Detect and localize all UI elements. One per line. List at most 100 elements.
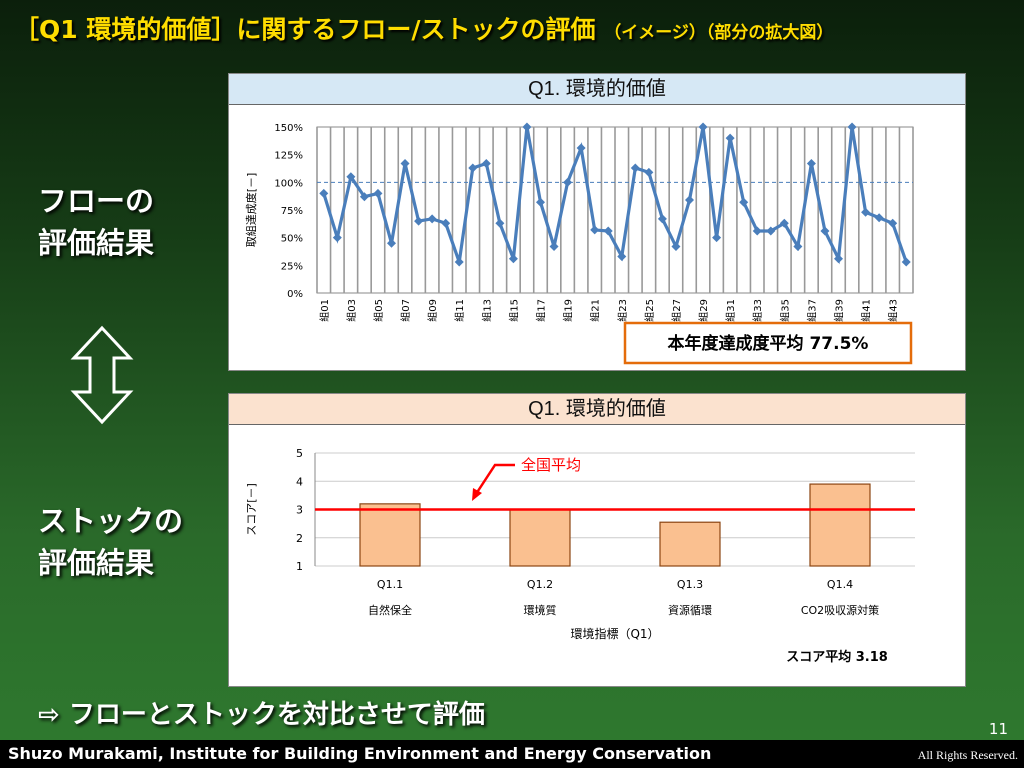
x-tick-label: 組07 xyxy=(399,299,412,322)
data-point xyxy=(414,216,424,226)
conclusion-text: フローとストックを対比させて評価 xyxy=(68,700,485,730)
y-tick-label: 2 xyxy=(296,532,303,545)
y-tick-label: 150% xyxy=(274,123,303,134)
y-tick-label: 50% xyxy=(281,234,303,245)
x-tick-label: 組25 xyxy=(643,299,656,322)
national-average-pointer xyxy=(474,463,515,495)
data-point xyxy=(563,177,573,187)
data-point xyxy=(847,122,857,132)
x-tick-label: 組33 xyxy=(751,299,764,322)
data-point xyxy=(779,218,789,228)
bar xyxy=(809,483,871,567)
slide-title-main: ［Q1 環境的価値］に関するフロー/ストックの評価 xyxy=(14,15,596,44)
data-point xyxy=(427,214,437,224)
data-point xyxy=(590,225,600,235)
y-tick-label: 1 xyxy=(296,560,303,573)
data-point xyxy=(793,242,803,252)
page-number: 11 xyxy=(988,720,1008,738)
y-tick-label: 75% xyxy=(281,206,303,217)
category-name-label: 資源循環 xyxy=(668,603,712,617)
x-tick-label: 組29 xyxy=(697,299,710,322)
right-arrow-icon: ⇨ xyxy=(38,700,60,730)
data-point xyxy=(739,197,749,207)
data-point xyxy=(373,188,383,198)
y-tick-label: 4 xyxy=(296,475,303,488)
x-tick-label: 組35 xyxy=(778,299,791,322)
data-point xyxy=(820,226,830,236)
y-tick-label: 125% xyxy=(274,151,303,162)
footer-author: Shuzo Murakami, Institute for Building E… xyxy=(8,744,712,763)
y-axis-label: スコア[－] xyxy=(245,483,258,536)
data-point xyxy=(481,159,491,169)
flow-label-line1: フローの xyxy=(38,184,155,218)
x-tick-label: Q1.2 xyxy=(527,578,553,591)
data-point xyxy=(644,167,654,177)
bar xyxy=(509,508,571,567)
x-tick-label: 組39 xyxy=(833,299,846,322)
data-point xyxy=(671,242,681,252)
bar xyxy=(659,521,721,567)
y-tick-label: 0% xyxy=(287,289,303,300)
x-tick-label: 組19 xyxy=(562,299,575,322)
x-tick-label: 組41 xyxy=(860,299,873,322)
flow-result-label: フローの 評価結果 xyxy=(38,180,154,264)
data-point xyxy=(861,207,871,217)
data-point xyxy=(387,238,396,248)
stock-result-label: ストックの 評価結果 xyxy=(38,500,183,584)
conclusion: ⇨ フローとストックを対比させて評価 xyxy=(38,694,485,731)
data-point xyxy=(549,242,559,252)
data-point xyxy=(874,213,884,223)
data-point xyxy=(806,159,816,169)
y-tick-label: 100% xyxy=(274,178,303,189)
data-point xyxy=(888,218,898,228)
x-tick-label: 組11 xyxy=(453,299,466,322)
data-point xyxy=(495,218,505,228)
y-axis-label: 取組達成度[－] xyxy=(244,173,258,248)
stock-label-line1: ストックの xyxy=(38,504,184,538)
x-tick-label: 組15 xyxy=(507,299,520,322)
data-point xyxy=(698,122,708,132)
stock-chart-title: Q1. 環境的価値 xyxy=(229,394,965,425)
stock-label-line2: 評価結果 xyxy=(38,546,155,580)
stock-bar-chart: 1 2 3 4 5 Q1.1 自然保全 Q1.2 環境質 Q1.3 資源循環 Q1.4 CO2吸収源対策… xyxy=(245,447,915,665)
data-point xyxy=(712,233,722,243)
data-point xyxy=(332,233,342,243)
data-point xyxy=(834,254,843,264)
x-tick-label: 組09 xyxy=(426,299,439,322)
bar xyxy=(359,503,421,567)
x-tick-label: Q1.1 xyxy=(377,578,403,591)
x-tick-label: 組31 xyxy=(724,299,737,322)
x-tick-label: 組27 xyxy=(670,299,683,322)
data-point xyxy=(522,122,532,132)
data-point xyxy=(766,226,776,236)
x-tick-label: 組05 xyxy=(372,299,385,322)
data-point xyxy=(441,218,451,228)
x-tick-label: 組43 xyxy=(887,299,900,322)
x-tick-label: Q1.3 xyxy=(677,578,703,591)
national-average-label: 全国平均 xyxy=(521,456,581,474)
data-point xyxy=(576,143,586,153)
data-point xyxy=(617,251,627,261)
data-point xyxy=(725,133,735,143)
y-tick-label: 5 xyxy=(296,447,303,460)
double-arrow-icon xyxy=(70,325,134,425)
x-tick-label: 組13 xyxy=(480,299,493,322)
data-point xyxy=(454,257,464,267)
x-axis-label: 環境指標（Q1） xyxy=(570,626,659,641)
slide-title-sub: （イメージ）（部分の拡大図） xyxy=(604,23,834,43)
flow-chart-panel: Q1. 環境的価値 0% 25% 50% 75% 100% 125% 150% 組01 組03 組… xyxy=(228,73,966,371)
x-tick-label: 組21 xyxy=(589,299,602,322)
data-point xyxy=(468,163,478,173)
y-tick-label: 25% xyxy=(281,261,303,272)
average-callout-text: 本年度達成度平均 77.5% xyxy=(668,333,869,354)
x-tick-label: 組23 xyxy=(616,299,629,322)
x-tick-label: 組01 xyxy=(318,299,331,322)
stock-chart-panel: Q1. 環境的価値 1 2 3 4 5 Q1.1 自然保全 Q1.2 環境質 Q1.3 資源循環 Q1… xyxy=(228,393,966,687)
data-point xyxy=(359,192,369,202)
data-point xyxy=(400,159,410,169)
flow-chart-title: Q1. 環境的価値 xyxy=(229,74,965,105)
x-tick-label: 組37 xyxy=(805,299,818,322)
flow-label-line2: 評価結果 xyxy=(38,226,155,260)
national-average-arrowhead xyxy=(472,488,482,501)
data-point xyxy=(752,226,762,236)
